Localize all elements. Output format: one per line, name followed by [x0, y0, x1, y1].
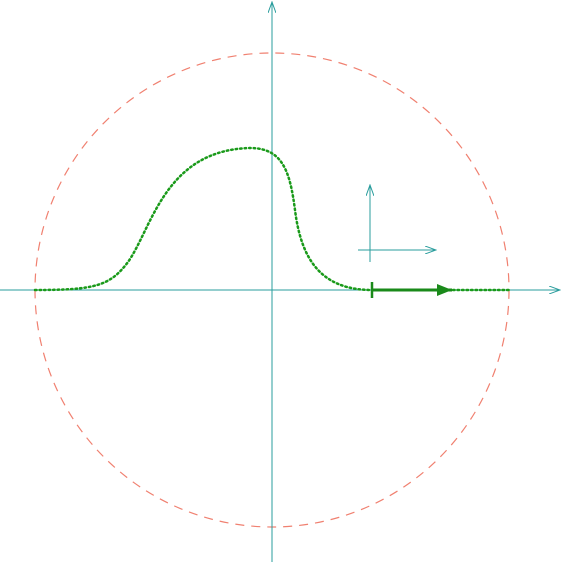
- dotted-curve: [33, 146, 511, 292]
